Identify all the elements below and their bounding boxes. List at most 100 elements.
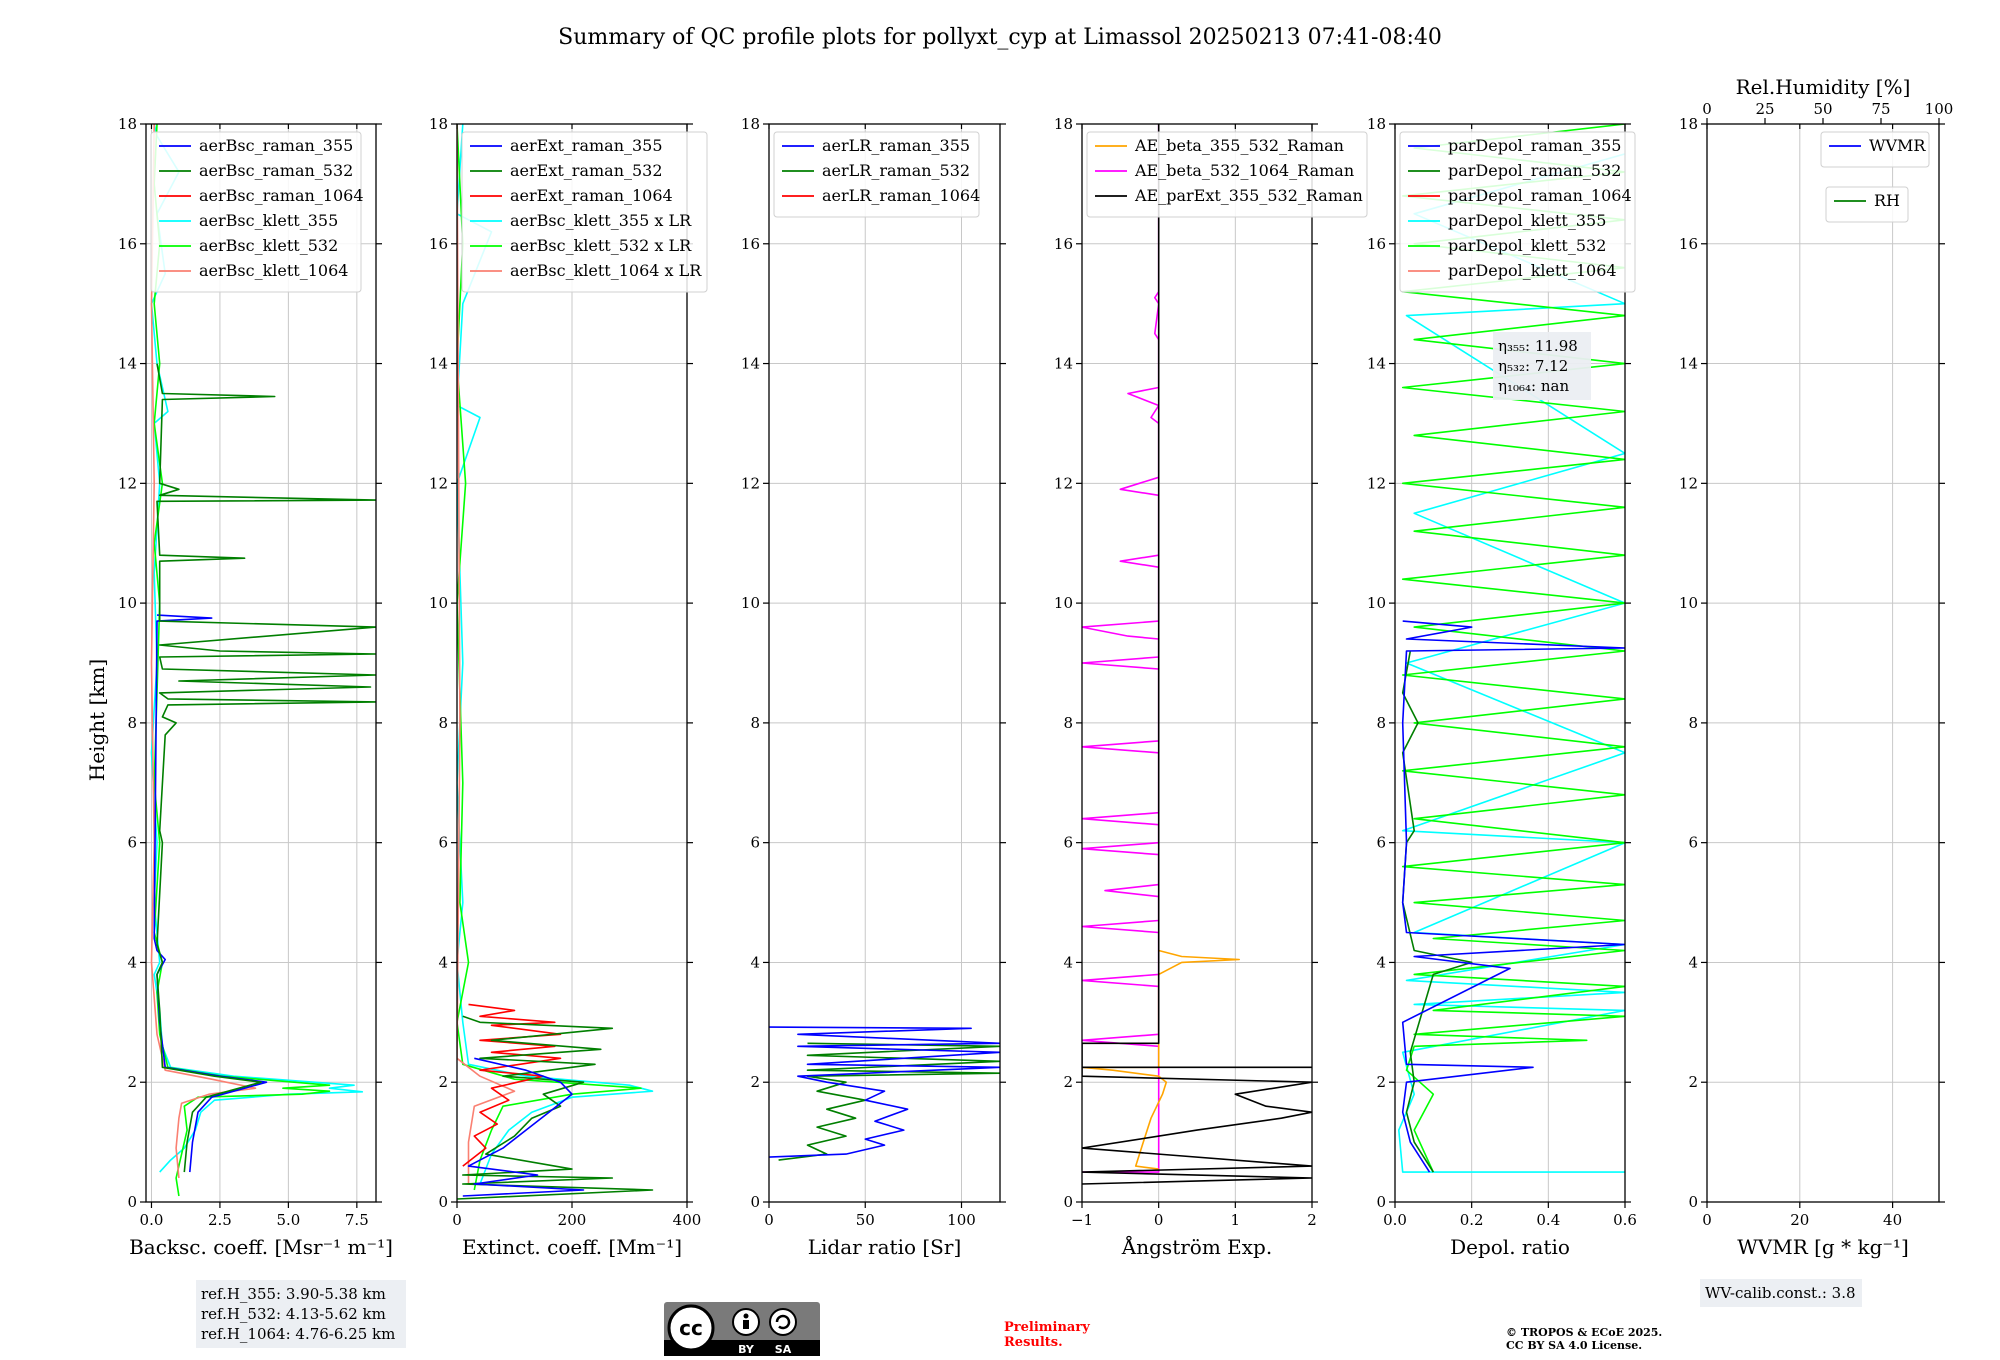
y-tick-label: 2 [127, 1073, 137, 1091]
axes-frame [145, 123, 377, 1203]
series-line-aerBsc_klett_1064 [150, 124, 257, 1179]
annotation-line: WV-calib.const.: 3.8 [1705, 1284, 1856, 1302]
annotation-box: WV-calib.const.: 3.8 [1700, 1279, 1862, 1307]
series-line-aerBsc_raman_532 [156, 363, 376, 1173]
y-tick-label: 6 [1063, 834, 1073, 852]
panel-depol: 0.0 0.2 0.4 0.6 0 2 4 6 8 10 12 14 16 18 Depol. ratio p… [1367, 115, 1637, 1259]
x-tick-label: 100 [947, 1211, 976, 1229]
y-tick-label: 16 [1367, 235, 1386, 253]
x-tick-label: 0.4 [1536, 1211, 1560, 1229]
legend-entry: parDepol_klett_532 [1448, 236, 1606, 255]
x-tick-label: 20 [1790, 1211, 1809, 1229]
series-line-aerExt_raman_355 [462, 1057, 585, 1197]
panel-lr: 0 50 100 0 2 4 6 8 10 12 14 16 18 Lidar ratio [Sr] aer… [741, 115, 1006, 1259]
series-line-aerExt_raman_532 [457, 1015, 654, 1200]
y-tick-label: 8 [1688, 714, 1698, 732]
y-tick-label: 18 [118, 115, 137, 133]
top-x-tick-label: 100 [1925, 100, 1954, 118]
y-tick-label: 14 [1367, 355, 1386, 373]
x-tick-label: 2 [1307, 1211, 1317, 1229]
annotation-background [1493, 332, 1591, 400]
legend-entry: aerBsc_klett_1064 [199, 261, 348, 280]
legend-secondary-box [1825, 186, 1909, 223]
y-tick-label: 4 [1688, 953, 1698, 971]
series-line-aerBsc_klett_532 x LR [457, 124, 642, 1191]
legend-entry: aerBsc_raman_355 [199, 136, 353, 155]
annotation-box: η₃₅₅: 11.98 η₅₃₂: 7.12 η₁₀₆₄: nan [1493, 332, 1591, 400]
y-tick-label: 14 [741, 355, 760, 373]
y-tick-label: 16 [1679, 235, 1698, 253]
legend-entry: aerBsc_klett_532 x LR [510, 236, 692, 255]
legend-entry: AE_parExt_355_532_Raman [1134, 186, 1363, 205]
legend-box [1399, 131, 1636, 293]
y-tick-label: 6 [127, 834, 137, 852]
annotation-line: ref.H_1064: 4.76-6.25 km [201, 1325, 395, 1343]
x-tick-label: 0 [1154, 1211, 1164, 1229]
legend-box [773, 131, 980, 218]
cc-by-label: BY [738, 1343, 755, 1356]
top-x-tick-label: 75 [1871, 100, 1890, 118]
legend-entry: aerExt_raman_355 [510, 136, 663, 155]
y-tick-label: 10 [429, 594, 448, 612]
y-tick-label: 12 [118, 474, 137, 492]
y-tick-label: 12 [429, 474, 448, 492]
y-tick-label: 12 [1054, 474, 1073, 492]
legend-entry: aerBsc_raman_532 [199, 161, 353, 180]
preliminary-text-line2: Results. [1004, 1335, 1063, 1350]
y-tick-label: 18 [741, 115, 760, 133]
x-tick-label: 0.6 [1613, 1211, 1637, 1229]
y-tick-label: 16 [118, 235, 137, 253]
x-axis-label: Ångström Exp. [1121, 1234, 1272, 1259]
top-x-tick-label: 0 [1702, 100, 1712, 118]
legend-entry: aerLR_raman_355 [822, 136, 970, 155]
by-person-body [743, 1320, 749, 1329]
annotation-background [1700, 1279, 1862, 1307]
y-tick-label: 12 [1367, 474, 1386, 492]
legend: aerExt_raman_355 aerExt_raman_532 aerExt_r… [461, 131, 708, 293]
legend-entry: AE_beta_355_532_Raman [1134, 136, 1344, 155]
legend-entry: aerBsc_raman_1064 [199, 186, 364, 205]
x-tick-label: 50 [856, 1211, 875, 1229]
legend-secondary: RH [1825, 186, 1909, 223]
copyright-line2: CC BY SA 4.0 License. [1506, 1339, 1642, 1352]
y-tick-label: 2 [1376, 1073, 1386, 1091]
x-axis-label: Backsc. coeff. [Msr⁻¹ m⁻¹] [129, 1235, 393, 1259]
y-tick-label: 18 [1054, 115, 1073, 133]
annotation-line: ref.H_355: 3.90-5.38 km [201, 1285, 386, 1303]
y-tick-label: 2 [1688, 1073, 1698, 1091]
y-tick-label: 2 [1063, 1073, 1073, 1091]
copyright-line1: © TROPOS & ECoE 2025. [1506, 1326, 1662, 1339]
x-tick-label: 0.0 [1383, 1211, 1407, 1229]
axes-frame [768, 123, 1001, 1203]
cc-license-logo: cc BY SA [664, 1302, 820, 1356]
legend: WVMR [1820, 131, 1930, 168]
y-tick-label: 6 [750, 834, 760, 852]
y-tick-label: 4 [750, 953, 760, 971]
y-tick-label: 16 [741, 235, 760, 253]
y-tick-label: 16 [429, 235, 448, 253]
top-x-axis-label: Rel.Humidity [%] [1736, 75, 1911, 99]
y-tick-label: 0 [1688, 1193, 1698, 1211]
y-tick-label: 4 [127, 953, 137, 971]
panel-bsc: 0.0 2.5 5.0 7.5 0 2 4 6 8 10 12 14 16 18 Backsc. coeff… [118, 115, 406, 1348]
series-line-aerLR_raman_532 [778, 1042, 1000, 1161]
x-axis-label: Depol. ratio [1450, 1235, 1570, 1259]
y-tick-label: 8 [438, 714, 448, 732]
y-tick-label: 0 [750, 1193, 760, 1211]
top-x-tick-label: 50 [1813, 100, 1832, 118]
legend: AE_beta_355_532_Raman AE_beta_532_1064_Ra… [1086, 131, 1368, 218]
series-group [1082, 124, 1312, 1185]
y-tick-label: 0 [1063, 1193, 1073, 1211]
x-tick-label: 0 [764, 1211, 774, 1229]
y-tick-label: 8 [127, 714, 137, 732]
y-tick-label: 12 [1679, 474, 1698, 492]
y-tick-label: 14 [1054, 355, 1073, 373]
legend-entry: aerLR_raman_532 [822, 161, 970, 180]
legend-entry: AE_beta_532_1064_Raman [1134, 161, 1354, 180]
top-x-tick-label: 25 [1755, 100, 1774, 118]
series-line-aerBsc_klett_1064 x LR [457, 124, 516, 1184]
cc-logo-text: cc [679, 1316, 703, 1340]
